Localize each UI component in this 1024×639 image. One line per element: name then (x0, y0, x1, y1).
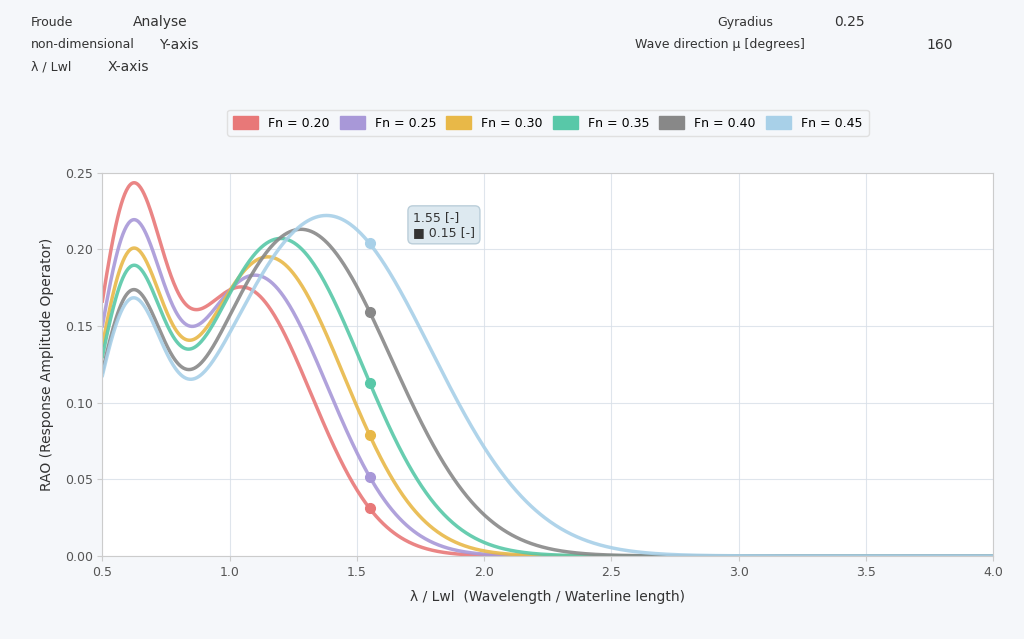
Text: non-dimensional: non-dimensional (31, 38, 134, 51)
Text: Froude: Froude (31, 16, 73, 29)
Text: 160: 160 (927, 38, 953, 52)
Text: Wave direction μ [degrees]: Wave direction μ [degrees] (635, 38, 805, 51)
Text: λ / Lwl: λ / Lwl (31, 61, 71, 73)
Text: Analyse: Analyse (133, 15, 187, 29)
Text: X-axis: X-axis (108, 60, 150, 74)
Y-axis label: RAO (Response Amplitude Operator): RAO (Response Amplitude Operator) (40, 238, 53, 491)
Text: Gyradius: Gyradius (717, 16, 773, 29)
X-axis label: λ / Lwl  (Wavelength / Waterline length): λ / Lwl (Wavelength / Waterline length) (411, 590, 685, 604)
Text: 1.55 [-]
■ 0.15 [-]: 1.55 [-] ■ 0.15 [-] (413, 211, 475, 239)
Text: 0.25: 0.25 (835, 15, 865, 29)
Text: Y-axis: Y-axis (159, 38, 199, 52)
Legend: Fn = 0.20, Fn = 0.25, Fn = 0.30, Fn = 0.35, Fn = 0.40, Fn = 0.45: Fn = 0.20, Fn = 0.25, Fn = 0.30, Fn = 0.… (227, 110, 868, 136)
